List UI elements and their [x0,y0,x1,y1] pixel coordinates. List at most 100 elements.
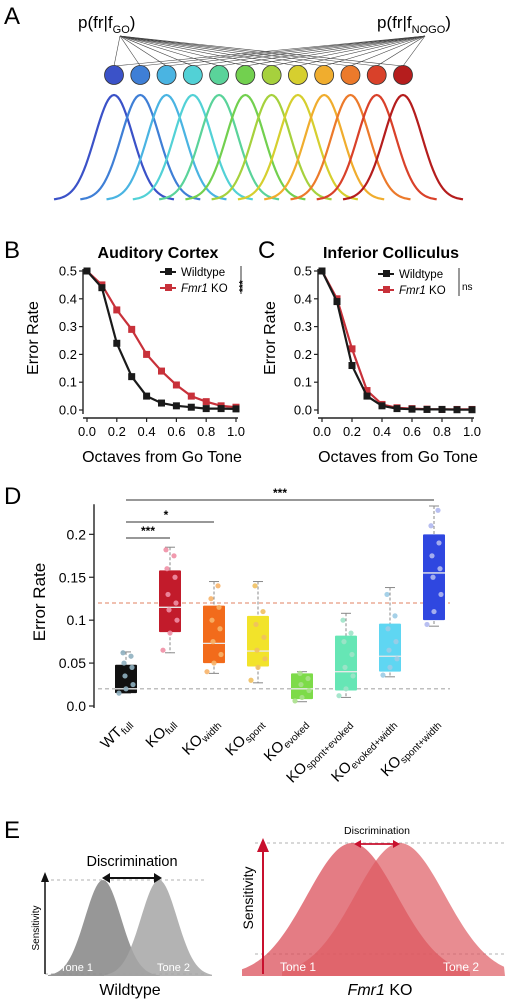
series-line [321,270,472,411]
line-chart-b: 0.0 0.1 0.2 0.3 0.4 0.5 0.0 0.2 0.4 0.6 0.8 1.0 [59,264,245,440]
neuron-8 [288,65,308,85]
data-point [163,547,169,553]
line-chart-c: 0.0 0.1 0.2 0.3 0.4 0.5 0.0 0.2 0.4 0.6 0.8 1.0 [294,264,481,440]
neuron-3 [156,65,177,85]
nogo-connection-line [166,35,426,67]
data-point [350,673,356,679]
data-point [121,660,127,666]
data-point [261,634,267,640]
data-point [218,651,224,658]
data-point [385,626,391,632]
go-connection-line [119,35,246,67]
panel-letter-d: D [4,483,21,510]
data-point [297,670,303,676]
panel-letter-c: C [258,237,275,264]
data-point [384,591,390,598]
x-axis-label-b: Octaves from Go Tone [82,449,242,466]
box-3 [203,605,225,664]
data-point [341,639,347,645]
nogo-connection-line [140,35,426,67]
data-point [172,574,178,580]
discrimination-label-wt: Discrimination [86,854,177,870]
significance-label: * [164,508,169,522]
x-axis-label-c: Octaves from Go Tone [318,449,478,466]
tone2-curve-ko [282,843,505,976]
x-tick-label: 0.8 [197,424,215,439]
ko-title: Fmr1 KO [348,982,413,999]
y-tick-label: 0.1 [294,375,312,390]
sensitivity-label-ko: Sensitivity [240,866,256,929]
panel-d: D Error Rate 0.0 0.05 0.1 0.15 0.2 WTfull KOfu… [4,483,450,786]
x-tick-label: 1.0 [463,424,481,439]
x-tick-label: 0.0 [313,424,331,439]
neuron-circles [104,65,413,85]
legend-b: Wildtype Fmr1 KO *** [160,266,249,295]
go-connection-line [119,35,220,67]
data-point [171,553,177,559]
chart-title-c: Inferior Colliculus [323,245,459,262]
data-point [217,626,223,632]
y-tick-label: 0.0 [294,403,312,418]
data-point [143,350,151,358]
data-point [204,669,210,675]
data-point [380,672,386,678]
data-point [248,677,254,683]
x-tick-label: 0.0 [78,424,96,439]
data-point [342,664,348,670]
series-line [321,270,472,411]
legend-label-ko-c: Fmr1 KO [399,285,446,297]
data-point [394,656,400,662]
go-connection-line [119,35,272,67]
tone1-label-wt: Tone 1 [60,962,93,974]
go-connection-line [119,35,351,67]
data-point [173,600,179,606]
data-point [438,591,444,598]
data-point [254,647,260,653]
y-tick-label: 0.5 [294,264,312,279]
x-tick-label: 0.2 [343,424,361,439]
data-point [217,405,225,413]
data-point [340,617,346,623]
legend-label-wildtype-c: Wildtype [399,269,443,281]
tuning-curve-12 [342,93,464,201]
data-point [128,325,136,333]
data-point [430,574,436,580]
data-point [333,298,341,306]
y-tick-label: 0.1 [67,612,87,628]
data-point [208,596,214,602]
go-connection-line [119,35,141,67]
tone2-curve-wt [104,880,212,976]
y-tick-label: 0.5 [59,264,77,279]
data-point [348,345,356,353]
significance-c: ns [462,282,473,293]
y-tick-label: 0.15 [59,569,86,585]
neuron-9 [314,65,335,85]
neuron-2 [130,65,151,85]
data-point [255,664,261,670]
category-label: KOevoked [261,715,313,767]
data-point [424,621,430,628]
data-point [453,406,461,414]
y-tick-label: 0.2 [59,347,77,362]
y-tick-label: 0.2 [294,347,312,362]
data-point [392,613,398,619]
data-point [429,553,435,559]
data-point [260,608,266,615]
data-point [172,381,180,389]
nogo-connection-line [402,35,426,67]
data-point [98,284,106,292]
nogo-connection-line [297,35,426,67]
data-point [292,698,298,704]
x-tick-label: 0.6 [167,424,185,439]
data-point [262,656,268,662]
y-tick-label: 0.4 [294,291,312,306]
sensitivity-arrowhead-wt [41,872,49,882]
panel-letter-e: E [4,817,20,844]
data-point [408,405,416,413]
neuron-4 [182,65,203,85]
significance-label: *** [273,486,287,500]
go-connection-line [119,35,377,67]
panel-e: E Sensitivity Discrimination Tone 1 Tone… [4,817,505,999]
box-2 [159,570,181,633]
